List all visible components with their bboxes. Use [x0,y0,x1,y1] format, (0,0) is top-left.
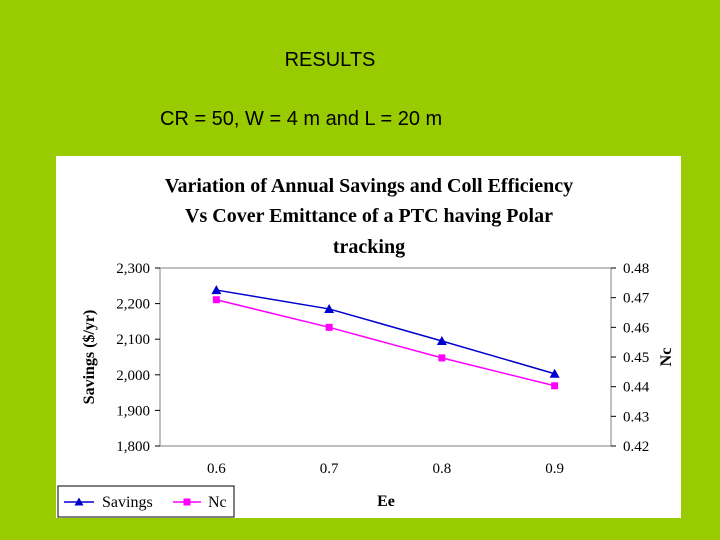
legend-savings-marker [74,497,84,506]
savings-point [211,285,222,295]
series-layer [211,285,560,390]
savings-point [324,303,335,313]
y-tick-label: 1,900 [116,403,150,419]
series-line-savings [216,289,555,375]
chart-svg: Variation of Annual Savings and Coll Eff… [57,175,675,518]
series-line-nc [216,299,555,387]
y2-tick-label: 0.43 [623,409,649,425]
y2-tick-labels: 0.48 0.47 0.46 0.45 0.44 0.43 0.42 [611,261,650,455]
y2-axis-label: Nc [658,348,675,367]
y2-tick-label: 0.42 [623,439,649,455]
x-axis-label: Ee [377,493,395,510]
x-tick-label: 0.8 [433,461,452,477]
savings-point [436,335,447,345]
legend-nc-label: Nc [208,494,227,511]
slide-subtitle: CR = 50, W = 4 m and L = 20 m [160,108,443,130]
savings-point [549,368,560,378]
x-tick-label: 0.6 [207,461,226,477]
legend-nc-marker [183,498,191,506]
y-tick-labels: 2,300 2,200 2,100 2,000 1,900 1,800 [116,261,160,455]
y-tick-label: 2,000 [116,368,150,384]
y2-tick-label: 0.45 [623,350,649,366]
x-tick-label: 0.7 [320,461,339,477]
nc-point [551,382,559,390]
y-tick-label: 2,200 [116,297,150,313]
x-tick-label: 0.9 [545,461,564,477]
y-tick-label: 2,300 [116,261,150,277]
y2-tick-label: 0.47 [623,291,650,307]
y-tick-label: 1,800 [116,439,150,455]
y-axis-label: Savings ($/yr) [81,310,98,405]
chart-title-line-2: Vs Cover Emittance of a PTC having Polar [185,205,553,227]
legend: Savings Nc [57,485,235,518]
y-tick-label: 2,100 [116,332,150,348]
chart-title-line-3: tracking [333,236,405,258]
chart-title-line-1: Variation of Annual Savings and Coll Eff… [165,175,573,197]
legend-savings-label: Savings [102,494,153,511]
nc-point [438,354,446,362]
plot-area [159,267,612,447]
chart-panel: Variation of Annual Savings and Coll Eff… [56,156,681,518]
slide-title: RESULTS [284,49,376,71]
x-tick-labels: 0.6 0.7 0.8 0.9 [207,461,564,477]
nc-point [325,323,333,331]
y2-tick-label: 0.48 [623,261,649,277]
y2-tick-label: 0.44 [623,380,650,396]
y2-tick-label: 0.46 [623,320,650,336]
nc-point [212,296,220,304]
